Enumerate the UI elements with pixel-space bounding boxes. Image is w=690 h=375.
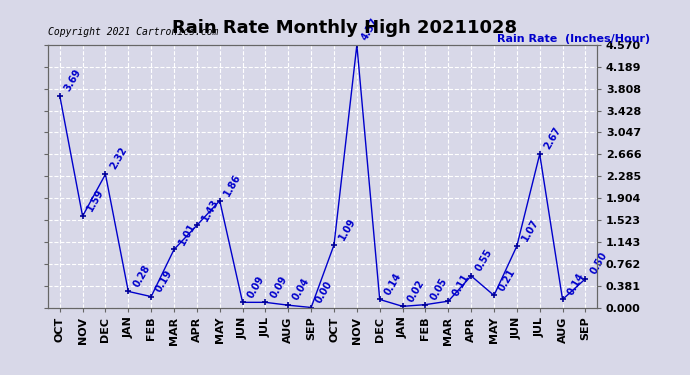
Text: 0.19: 0.19 xyxy=(154,268,175,294)
Text: Copyright 2021 Cartronics.com: Copyright 2021 Cartronics.com xyxy=(48,27,219,37)
Text: 2.67: 2.67 xyxy=(542,126,563,152)
Text: 1.01: 1.01 xyxy=(177,221,197,247)
Text: 0.05: 0.05 xyxy=(428,276,449,302)
Text: 0.14: 0.14 xyxy=(565,271,586,297)
Text: 0.09: 0.09 xyxy=(268,274,289,300)
Text: 1.86: 1.86 xyxy=(222,172,243,198)
Text: 3.69: 3.69 xyxy=(63,67,83,93)
Text: 0.04: 0.04 xyxy=(291,277,312,302)
Text: Rain Rate Monthly High 20211028: Rain Rate Monthly High 20211028 xyxy=(172,19,518,37)
Text: Rain Rate  (Inches/Hour): Rain Rate (Inches/Hour) xyxy=(497,34,650,44)
Text: 1.07: 1.07 xyxy=(520,217,540,243)
Text: 0.21: 0.21 xyxy=(497,267,518,292)
Text: 2.32: 2.32 xyxy=(108,146,129,171)
Text: 1.43: 1.43 xyxy=(199,197,220,223)
Text: 0.55: 0.55 xyxy=(474,248,495,273)
Text: 4.57: 4.57 xyxy=(359,16,380,42)
Text: 0.00: 0.00 xyxy=(314,279,335,305)
Text: 0.50: 0.50 xyxy=(588,250,609,276)
Text: 1.09: 1.09 xyxy=(337,216,357,242)
Text: 0.28: 0.28 xyxy=(131,263,152,289)
Text: 1.59: 1.59 xyxy=(86,188,106,213)
Text: 0.11: 0.11 xyxy=(451,273,472,298)
Text: 0.14: 0.14 xyxy=(382,271,403,297)
Text: 0.02: 0.02 xyxy=(405,278,426,304)
Text: 0.09: 0.09 xyxy=(246,274,266,300)
